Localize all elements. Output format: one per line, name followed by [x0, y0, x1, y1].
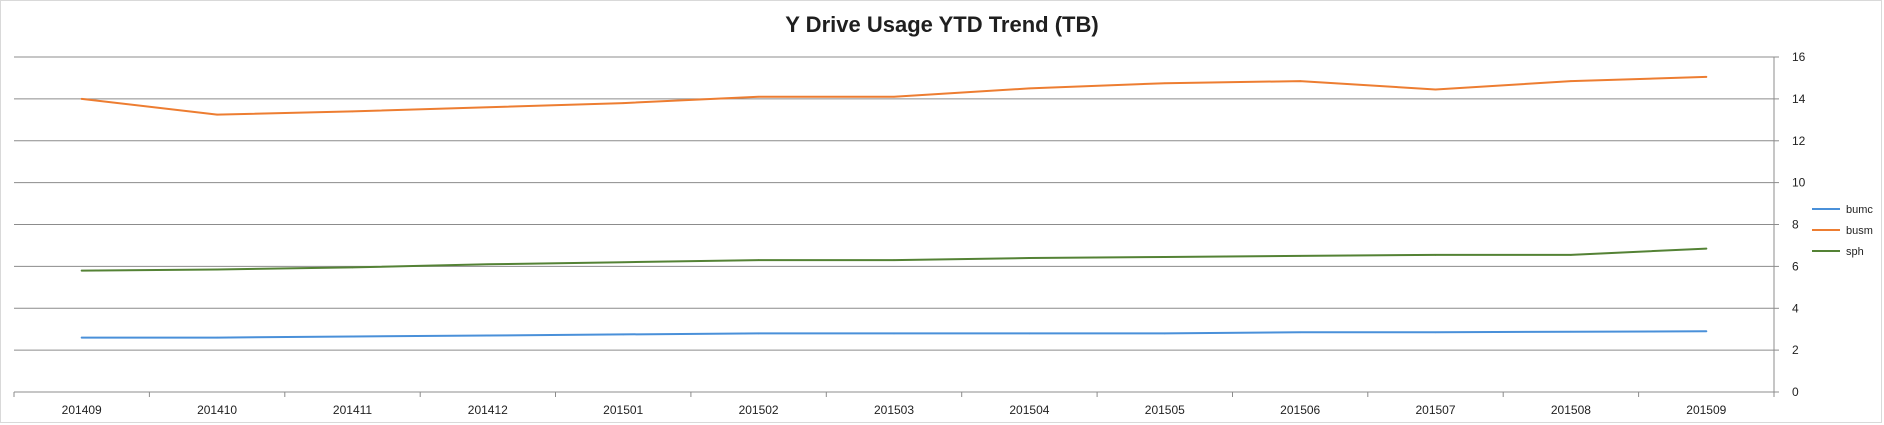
x-tick-label: 201509 [1686, 403, 1726, 417]
data-point-sph [1299, 255, 1301, 257]
y-tick-label: 0 [1792, 385, 1799, 399]
series-layer [80, 75, 1708, 339]
y-tick-label: 12 [1792, 134, 1806, 148]
data-point-busm [1028, 87, 1031, 90]
y-tick-label: 4 [1792, 301, 1799, 315]
data-point-sph [1434, 254, 1437, 256]
x-tick-label: 201508 [1551, 403, 1591, 417]
data-point-sph [1164, 256, 1166, 258]
data-point-sph [757, 259, 760, 261]
x-tick-label: 201410 [197, 403, 237, 417]
series-line-bumc [80, 330, 1708, 339]
data-point-sph [1570, 254, 1572, 256]
data-point-busm [1705, 76, 1708, 78]
data-point-sph [80, 269, 83, 272]
data-point-bumc [1164, 332, 1166, 335]
data-point-sph [1705, 247, 1708, 250]
data-point-sph [216, 268, 218, 271]
data-point-bumc [1705, 330, 1708, 333]
x-tick-label: 201507 [1415, 403, 1455, 417]
data-point-sph [487, 263, 489, 266]
data-point-bumc [351, 335, 354, 338]
chart-title: Y Drive Usage YTD Trend (TB) [785, 12, 1098, 37]
x-tick-label: 201506 [1280, 403, 1320, 417]
data-point-busm [1434, 88, 1437, 91]
x-tick-label: 201412 [468, 403, 508, 417]
legend-label-sph: sph [1846, 246, 1864, 258]
data-point-sph [1028, 257, 1031, 259]
data-point-busm [216, 113, 218, 116]
data-point-busm [1570, 80, 1572, 82]
data-point-bumc [757, 332, 760, 335]
y-tick-label: 14 [1792, 92, 1806, 106]
data-point-bumc [1028, 332, 1031, 335]
data-point-sph [893, 259, 895, 261]
data-point-busm [893, 96, 895, 98]
data-point-busm [1164, 82, 1166, 84]
x-tick-label: 201503 [874, 403, 914, 417]
y-tick-label: 2 [1792, 343, 1799, 357]
data-point-busm [1299, 80, 1301, 82]
axes-layer: 0 2 4 6 8 10 12 14 16 201409 201410 201411 201412 201… [13, 50, 1806, 417]
data-point-bumc [216, 336, 218, 339]
x-tick-label: 201505 [1145, 403, 1185, 417]
grid-layer [14, 56, 1774, 393]
y-tick-label: 10 [1792, 176, 1806, 190]
y-tick-label: 6 [1792, 259, 1799, 273]
data-point-busm [80, 98, 83, 100]
y-tick-label: 16 [1792, 50, 1806, 64]
data-point-bumc [80, 336, 83, 339]
data-point-bumc [1434, 331, 1437, 334]
data-point-bumc [1299, 331, 1301, 334]
data-point-busm [622, 102, 624, 104]
legend: bumc busm sph [1812, 204, 1873, 258]
x-tick-label: 201411 [333, 403, 372, 417]
x-tick-label: 201409 [62, 403, 102, 417]
legend-label-bumc: bumc [1846, 204, 1873, 216]
data-point-busm [351, 110, 354, 113]
data-point-bumc [487, 334, 489, 337]
data-point-sph [622, 261, 624, 264]
data-point-sph [351, 266, 354, 269]
data-point-bumc [622, 333, 624, 336]
legend-label-busm: busm [1846, 225, 1873, 237]
data-point-bumc [893, 332, 895, 335]
x-tick-label: 201504 [1009, 403, 1049, 417]
data-point-busm [487, 106, 489, 109]
series-line-busm [80, 75, 1708, 116]
y-tick-label: 8 [1792, 218, 1799, 232]
x-tick-label: 201501 [603, 403, 643, 417]
data-point-bumc [1570, 330, 1572, 333]
x-tick-label: 201502 [739, 403, 779, 417]
data-point-busm [757, 96, 760, 98]
